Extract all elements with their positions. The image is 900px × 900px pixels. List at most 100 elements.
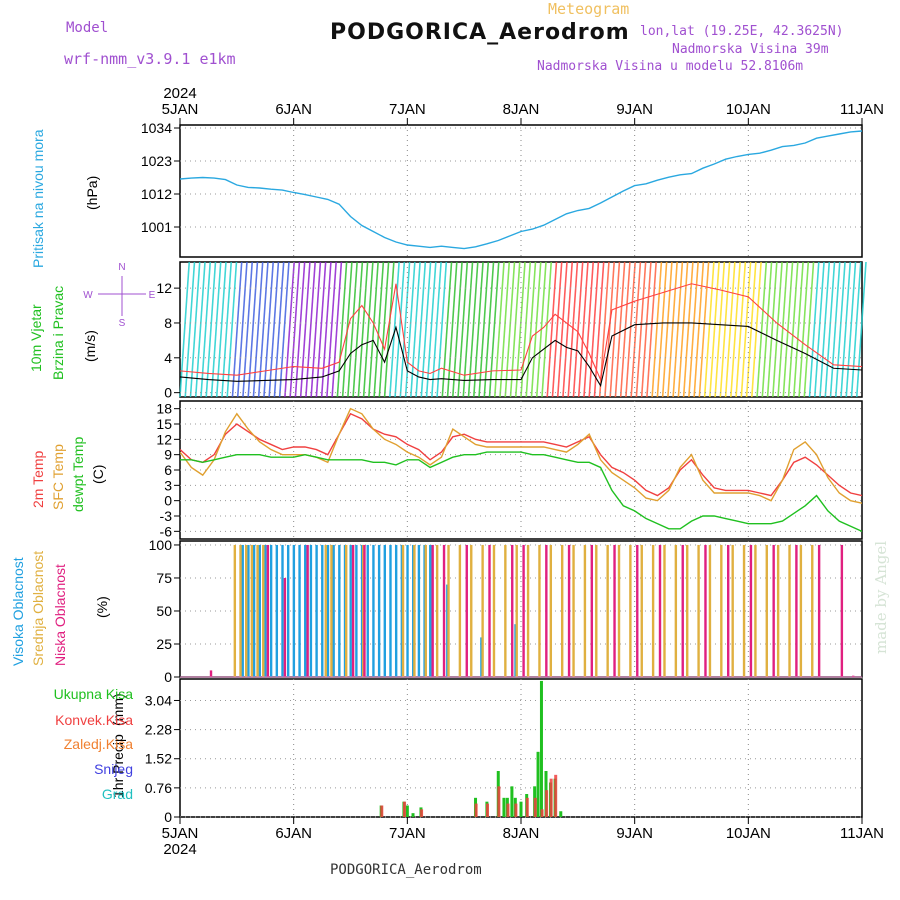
- ytick-label: 0: [164, 385, 172, 401]
- cloud-mid-bar: [595, 544, 598, 677]
- wind-barb: [221, 261, 233, 398]
- cloud-low-bar: [545, 544, 548, 677]
- cloud-high-bar: [446, 584, 449, 677]
- ytick-label: 0: [164, 493, 172, 509]
- xtick-label-top: 10JAN: [726, 101, 771, 118]
- cloud-mid-bar: [686, 544, 689, 677]
- wind-barb: [441, 261, 453, 398]
- wind-barb: [504, 261, 516, 398]
- ytick-label: 25: [156, 636, 172, 652]
- model-elevation-label: Nadmorska Visina u modelu 52.8106m: [537, 59, 804, 74]
- cloud-high-bar: [292, 544, 296, 677]
- wind-barb: [436, 261, 448, 398]
- wind-barb: [215, 261, 227, 398]
- wind-barb: [803, 261, 815, 398]
- temp-sfc-line: [180, 407, 862, 504]
- cloud-mid-bar: [256, 544, 259, 677]
- wind-barb: [730, 261, 741, 398]
- xtick-label-top: 11JAN: [840, 101, 884, 118]
- wind-barb: [184, 261, 196, 398]
- wind-barb: [672, 261, 684, 398]
- wind-barb: [394, 261, 406, 398]
- cloud-mid-bar: [526, 544, 530, 677]
- wind-ylabel-name: 10m Vjetar: [28, 304, 44, 372]
- wind-barb: [520, 261, 532, 398]
- cloud-high-bar: [366, 544, 369, 677]
- xtick-label-bottom: 6JAN: [275, 825, 312, 842]
- cloud-high-bar: [338, 544, 341, 677]
- cloud-high-bar: [264, 544, 267, 677]
- precip-total-bar: [539, 680, 543, 817]
- ytick-label: 2.28: [145, 722, 172, 738]
- wind-barb: [787, 261, 799, 398]
- wind-barb: [698, 261, 710, 398]
- cloud-low-bar: [852, 675, 855, 677]
- cloud-high-bar: [417, 544, 421, 677]
- wind-barb: [709, 261, 720, 398]
- ytick-label: 3.04: [145, 692, 172, 708]
- wind-barb: [782, 261, 794, 398]
- cloud-mid-bar: [250, 544, 254, 677]
- cloud-high-bar: [321, 544, 324, 677]
- wind-barb: [735, 261, 747, 398]
- wind-barb: [467, 261, 479, 398]
- cloud-mid-bar: [617, 544, 621, 677]
- cloud-high-bar: [252, 544, 256, 677]
- ytick-label: 1012: [141, 186, 172, 202]
- wind-barb: [472, 261, 484, 398]
- cloud-high-bar: [286, 544, 290, 677]
- wind-barb: [614, 261, 626, 398]
- wind-barb: [777, 261, 789, 398]
- ytick-label: 50: [156, 603, 172, 619]
- wind-barb: [278, 261, 290, 398]
- wind-barb: [357, 261, 369, 398]
- wind-barb: [541, 261, 553, 398]
- wind-barb: [179, 261, 191, 398]
- cloud-mid-bar: [413, 544, 416, 677]
- wind-barb: [373, 261, 385, 398]
- wind-barb: [420, 261, 432, 398]
- wind-barb: [635, 261, 647, 398]
- wind-barb: [362, 261, 374, 398]
- wind-barb: [383, 261, 395, 398]
- compass-s-label: S: [119, 318, 126, 329]
- cloud-mid-bar: [560, 544, 564, 677]
- cloud-mid-bar: [549, 544, 553, 677]
- model-label: Model: [66, 20, 109, 36]
- wind-barb: [478, 261, 490, 398]
- lonlat-label: lon,lat (19.25E, 42.3625N): [640, 24, 844, 39]
- wind-barb: [289, 261, 301, 398]
- cloud-high-bar: [298, 544, 301, 677]
- footer-station: PODGORICA_Aerodrom: [330, 862, 482, 878]
- cloud-low-bar: [522, 544, 525, 677]
- temp-2m-line: [180, 412, 862, 497]
- wind-barb: [452, 261, 463, 398]
- precip-total-bar: [559, 811, 563, 817]
- ytick-label: 0: [164, 669, 172, 685]
- cloud-mid-bar: [606, 544, 609, 677]
- wind-barb: [415, 261, 427, 398]
- wind-barb: [572, 261, 584, 398]
- precip-total-bar: [405, 805, 409, 817]
- precip-convective-bar: [554, 774, 558, 817]
- cloud-mid-bar: [401, 544, 405, 677]
- precip-convective-bar: [380, 805, 384, 817]
- wind-barb: [703, 261, 715, 398]
- wind-barb: [399, 261, 411, 398]
- wind-barb: [556, 261, 568, 398]
- cloud-mid-bar: [776, 544, 780, 677]
- wind-barb: [200, 261, 212, 398]
- xtick-label-bottom: 11JAN: [840, 825, 884, 842]
- precip-convective-bar: [420, 809, 424, 817]
- cloud-high-bar: [326, 544, 330, 677]
- precip-convective-bar: [545, 790, 549, 817]
- wind-barb: [756, 261, 768, 398]
- precip-convective-bar: [403, 801, 407, 817]
- cloud-high-bar: [377, 544, 381, 677]
- cloud-low-bar: [511, 544, 514, 677]
- cloud-mid-bar: [651, 544, 655, 677]
- wind-barb: [378, 261, 390, 398]
- cloud-mid-bar: [435, 544, 439, 677]
- wind-barb: [352, 261, 364, 398]
- legend-zaledj: Zaledj.Kisa: [63, 736, 133, 752]
